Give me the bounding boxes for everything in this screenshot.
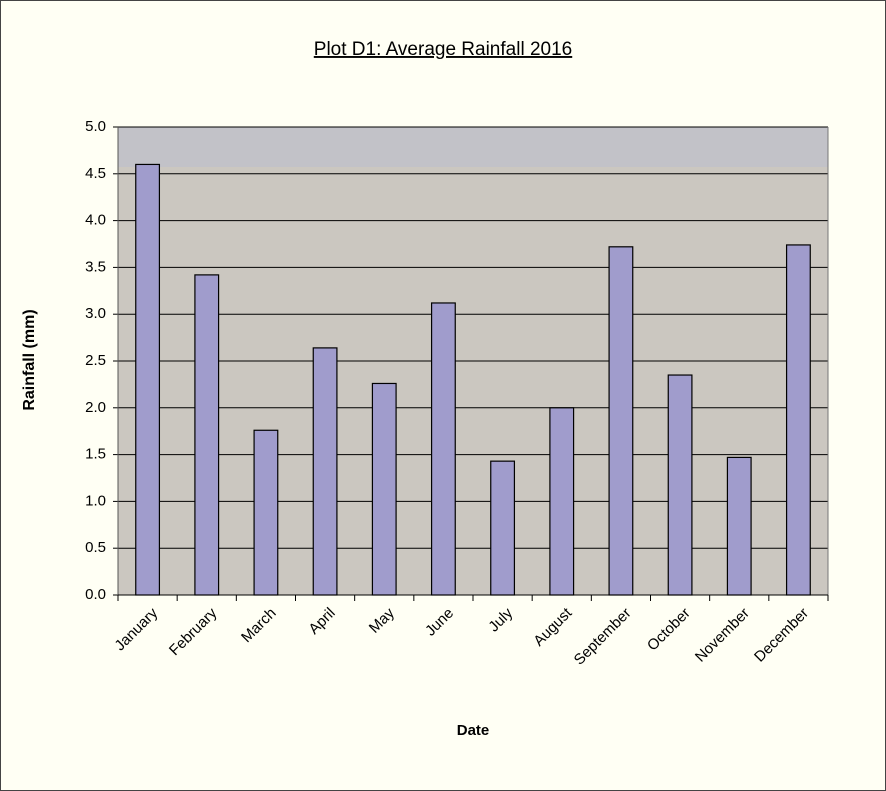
bar bbox=[430, 302, 456, 596]
bar bbox=[726, 456, 752, 596]
bar bbox=[785, 244, 811, 596]
y-tick-label: 4.0 bbox=[85, 212, 106, 229]
bar bbox=[194, 274, 220, 596]
y-tick-label: 0.0 bbox=[85, 586, 106, 603]
y-tick-label: 1.0 bbox=[85, 492, 106, 509]
bar bbox=[371, 382, 397, 596]
y-tick-label: 5.0 bbox=[85, 118, 106, 135]
bar bbox=[135, 163, 161, 596]
y-tick-label: 4.5 bbox=[85, 165, 106, 182]
bar bbox=[608, 246, 634, 596]
y-tick-label: 2.0 bbox=[85, 399, 106, 416]
y-tick-label: 2.5 bbox=[85, 352, 106, 369]
bar bbox=[667, 374, 693, 596]
bar bbox=[490, 460, 516, 596]
plot-band bbox=[118, 127, 828, 167]
y-tick-label: 3.0 bbox=[85, 305, 106, 322]
y-tick-label: 3.5 bbox=[85, 258, 106, 275]
bar bbox=[549, 407, 575, 596]
y-tick-label: 1.5 bbox=[85, 446, 106, 463]
bar bbox=[253, 429, 279, 596]
x-axis-label: Date bbox=[457, 722, 490, 739]
y-axis-label: Rainfall (mm) bbox=[21, 309, 38, 410]
bar bbox=[312, 347, 338, 596]
y-tick-label: 0.5 bbox=[85, 539, 106, 556]
chart-title: Plot D1: Average Rainfall 2016 bbox=[314, 39, 572, 60]
